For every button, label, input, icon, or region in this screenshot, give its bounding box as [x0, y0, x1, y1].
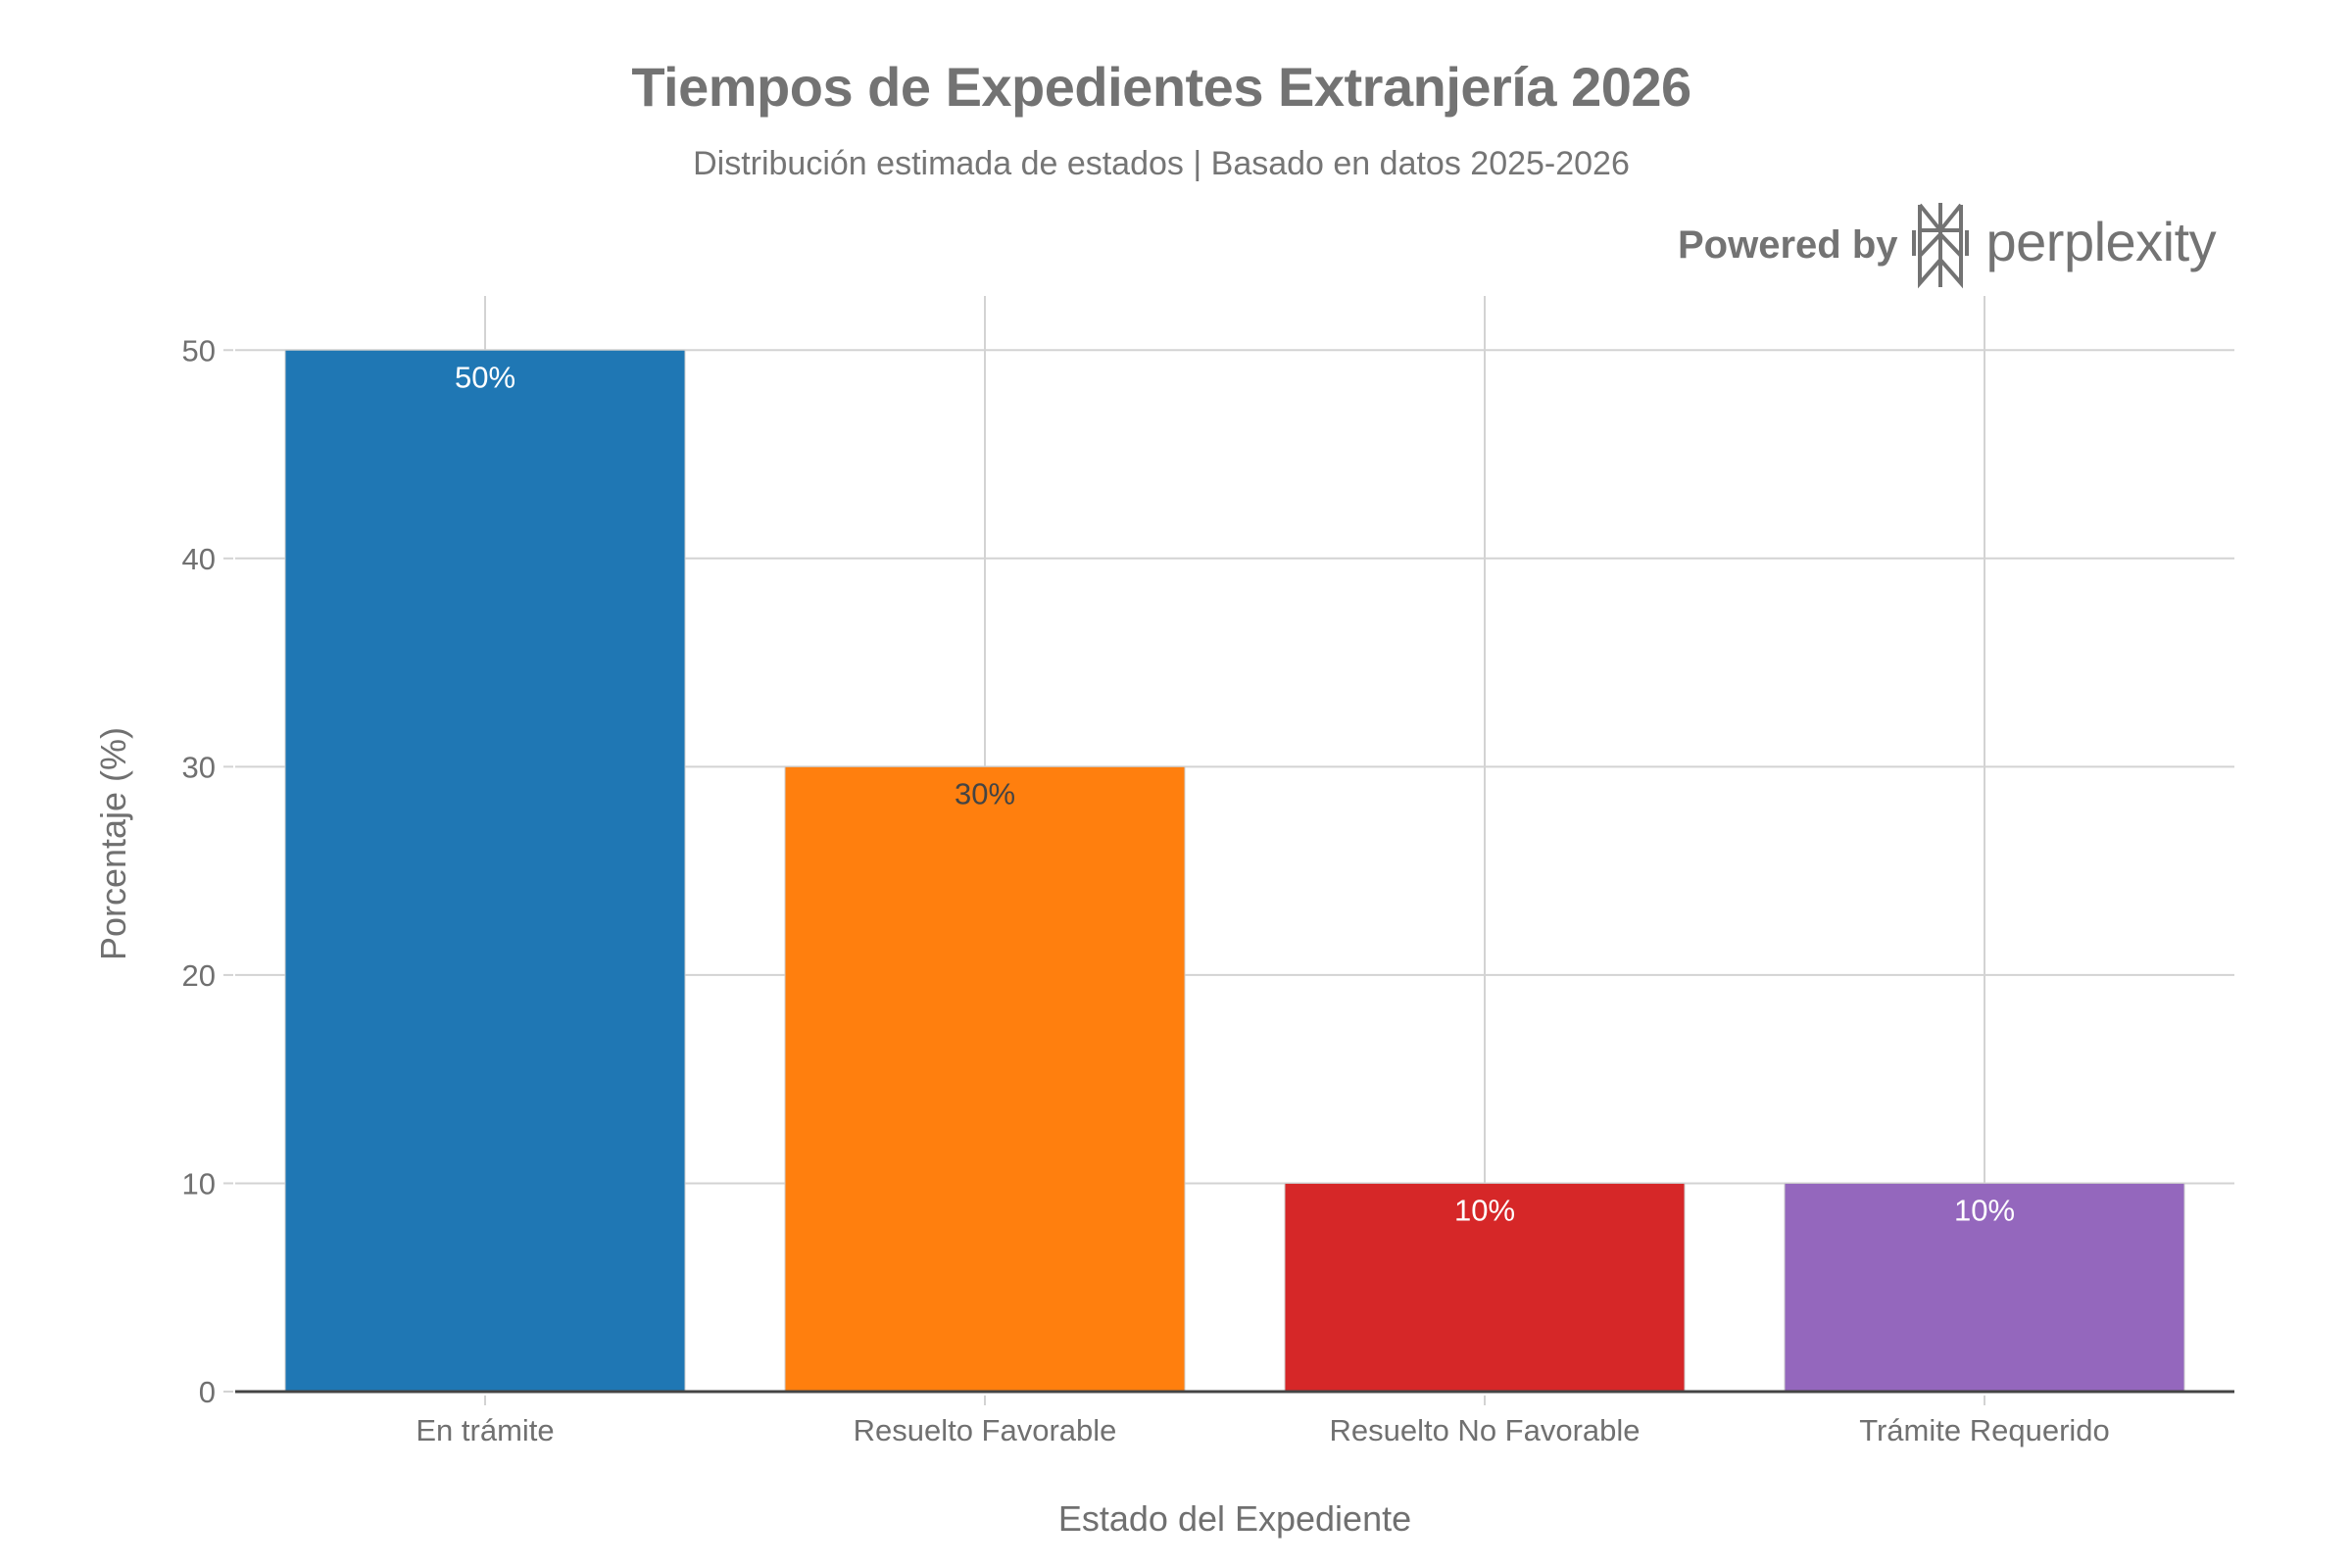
bar-data-label: 50% [455, 360, 515, 394]
bar-data-labels: 50% 30% 10% 10% [455, 360, 2015, 1227]
bar-tr-mite-requerido[interactable] [1784, 1182, 2185, 1393]
bar-en-tr-mite[interactable] [284, 349, 686, 1393]
x-tick-label: Trámite Requerido [1859, 1413, 2110, 1447]
bar-data-label: 10% [1454, 1193, 1515, 1227]
x-axis-ticks: En trámite Resuelto Favorable Resuelto No … [416, 1396, 2110, 1447]
bar-resuelto-favorable[interactable] [784, 765, 1186, 1393]
x-tick-label: En trámite [416, 1413, 554, 1447]
bar-data-label: 30% [955, 776, 1015, 810]
chart-subtitle-text: Distribución estimada de estados | Basad… [693, 145, 1630, 182]
y-tick-label: 40 [182, 542, 216, 576]
y-axis-ticks: 0 10 20 30 40 50 [182, 333, 233, 1409]
powered-by-branding: Powered by perplexity [1678, 200, 2217, 290]
x-axis-title: Estado del Expediente [1058, 1498, 1411, 1539]
bars [284, 349, 2185, 1393]
x-gridlines [484, 296, 1985, 1392]
y-tick-label: 0 [199, 1375, 216, 1409]
x-tick-label: Resuelto Favorable [854, 1413, 1117, 1447]
y-axis-title: Porcentaje (%) [93, 727, 133, 960]
y-tick-label: 30 [182, 750, 216, 784]
chart-title: Tiempos de Expedientes Extranjería 2026 [0, 55, 2352, 119]
perplexity-logo-icon [1911, 203, 1969, 289]
bar-resuelto-no-favorable[interactable] [1284, 1182, 1686, 1393]
y-tick-label: 10 [182, 1166, 216, 1200]
brand-name: perplexity [1985, 210, 2217, 272]
powered-by-label: Powered by [1678, 222, 1898, 267]
y-tick-label: 50 [182, 333, 216, 368]
y-tick-label: 20 [182, 958, 216, 993]
chart-title-text: Tiempos de Expedientes Extranjería 2026 [631, 56, 1691, 118]
bar-data-label: 10% [1954, 1193, 2015, 1227]
x-tick-label: Resuelto No Favorable [1329, 1413, 1640, 1447]
chart-subtitle: Distribución estimada de estados | Basad… [0, 145, 2352, 183]
